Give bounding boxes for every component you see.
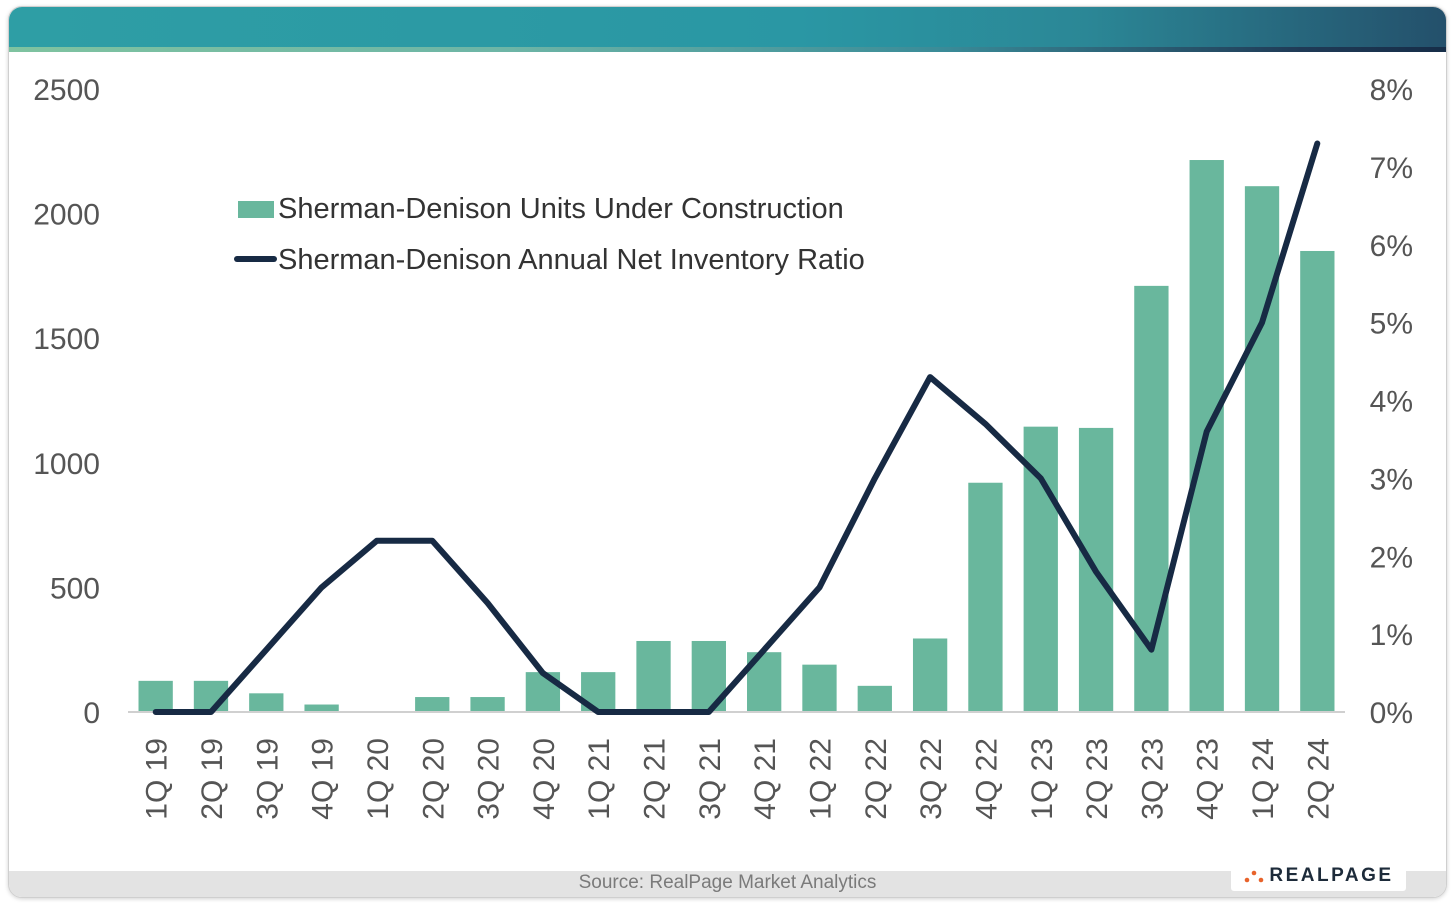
line-point [1206,431,1208,433]
y-right-tick-label: 1% [1370,619,1413,652]
x-tick-label: 4Q 21 [749,738,782,820]
line-point [1150,649,1152,651]
x-tick-label: 3Q 23 [1136,738,1169,820]
y-right-tick-label: 6% [1370,230,1413,263]
y-left-tick-label: 2500 [33,74,100,107]
bar [1300,250,1335,713]
bar [470,697,505,712]
bar [304,704,339,712]
x-tick-label: 4Q 20 [528,738,561,820]
bar [968,482,1003,712]
line-point [376,540,378,542]
x-tick-label: 2Q 19 [196,738,229,820]
line-point [929,376,931,378]
bar [857,685,892,712]
x-tick-label: 3Q 19 [251,738,284,820]
y-right-tick-label: 5% [1370,308,1413,341]
x-tick-label: 1Q 20 [362,738,395,820]
legend-line-label: Sherman-Denison Annual Net Inventory Rat… [278,244,865,276]
line-point [763,649,765,651]
x-tick-label: 2Q 20 [417,738,450,820]
bar [249,693,284,712]
x-tick-label: 1Q 24 [1247,738,1280,820]
x-tick-label: 1Q 19 [141,738,174,820]
line-point [984,423,986,425]
line-point [155,711,157,713]
line-point [653,711,655,713]
realpage-logo: REALPAGE [1231,861,1406,891]
line-point [1316,143,1318,145]
y-left-tick-label: 500 [50,572,100,605]
source-note: Source: RealPage Market Analytics [578,872,877,893]
line-point [874,477,876,479]
header-bar [9,7,1446,47]
y-left-tick-label: 2000 [33,199,100,232]
x-tick-label: 1Q 22 [804,738,837,820]
line-point [431,540,433,542]
bar [802,664,837,712]
bar [415,697,450,712]
y-right-tick-label: 4% [1370,386,1413,419]
x-tick-label: 4Q 23 [1192,738,1225,820]
legend-bar-label: Sherman-Denison Units Under Construction [278,193,844,225]
x-tick-label: 4Q 22 [970,738,1003,820]
x-tick-label: 3Q 21 [694,738,727,820]
line-point [818,586,820,588]
x-tick-label: 1Q 23 [1026,738,1059,820]
line-point [265,649,267,651]
line-point [1040,477,1042,479]
bar [138,680,173,712]
y-right-tick-label: 0% [1370,697,1413,730]
legend-bar-swatch [238,201,274,218]
line-point [708,711,710,713]
bar [912,638,948,712]
y-right-tick-label: 8% [1370,74,1413,107]
line-series [152,140,1321,715]
line-point [597,711,599,713]
x-tick-label: 2Q 22 [860,738,893,820]
line-point [321,586,323,588]
x-tick-label: 2Q 23 [1081,738,1114,820]
y-right-tick-label: 7% [1370,152,1413,185]
y-right-tick-label: 2% [1370,541,1413,574]
y-left-tick-label: 1500 [33,323,100,356]
y-left-tick-label: 1000 [33,448,100,481]
x-tick-label: 3Q 20 [473,738,506,820]
bar [636,640,671,712]
line-point [1261,322,1263,324]
bar [1244,186,1280,713]
header-accent-line [9,47,1446,52]
x-tick-label: 4Q 19 [307,738,340,820]
line-point [1095,571,1097,573]
line-point [210,711,212,713]
y-right-tick-label: 3% [1370,463,1413,496]
logo-dots-icon [1245,870,1264,883]
logo-text: REALPAGE [1269,865,1394,886]
x-tick-label: 1Q 21 [583,738,616,820]
line-point [487,602,489,604]
x-tick-label: 2Q 24 [1302,738,1335,820]
y-left-tick-label: 0 [83,697,100,730]
x-tick-label: 3Q 22 [915,738,948,820]
footer-bar: Source: RealPage Market Analytics [9,871,1446,897]
line-point [542,672,544,674]
x-tick-label: 2Q 21 [639,738,672,820]
